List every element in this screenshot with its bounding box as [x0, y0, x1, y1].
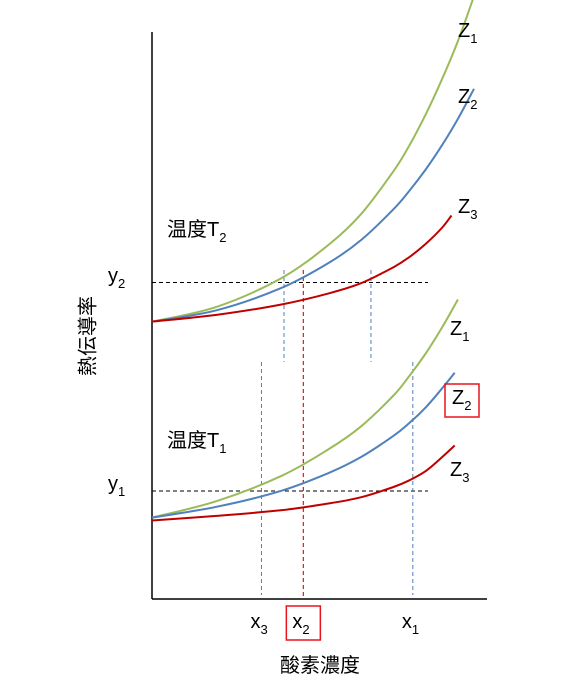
x-tick-label-3: x1: [402, 611, 419, 637]
reference-lines: [152, 270, 428, 598]
highlight-box-x-tick: [285, 605, 322, 641]
x-tick-label-2: x2: [292, 611, 309, 637]
panel-label-1: 温度T2: [167, 218, 226, 245]
x-axis-title: 酸素濃度: [280, 654, 360, 677]
legend-z1-panel-1: Z1: [458, 20, 477, 46]
series-z2-panel-1: [151, 88, 475, 323]
series-z1-panel-1: [151, 0, 474, 323]
series-z1-panel-2: [151, 299, 459, 519]
legend-z3-panel-1: Z3: [458, 196, 477, 222]
series-z2-panel-2: [151, 372, 456, 519]
x-tick-label-1: x3: [250, 611, 267, 637]
legend-z3-panel-2: Z3: [450, 459, 469, 485]
y-tick-label-2: y1: [108, 473, 125, 499]
series-z3-panel-2: [151, 444, 456, 522]
labels: Z1 Z2 Z3 温度T2 y2 Z1 Z2 Z3 温度T1 y1 x3 x2 x1: [108, 20, 480, 641]
y-tick-label-1: y2: [108, 265, 125, 291]
legend-z1-panel-2: Z1: [450, 318, 469, 344]
series-z3-panel-1: [151, 214, 453, 323]
highlight-box-z2: [444, 383, 480, 418]
legend-z2-panel-1: Z2: [458, 86, 477, 112]
panel-label-2: 温度T1: [167, 429, 226, 456]
legend-z2-panel-2: Z2: [452, 387, 471, 413]
series-lines: [151, 0, 475, 522]
y-axis-title: 熱伝導率: [76, 296, 99, 376]
